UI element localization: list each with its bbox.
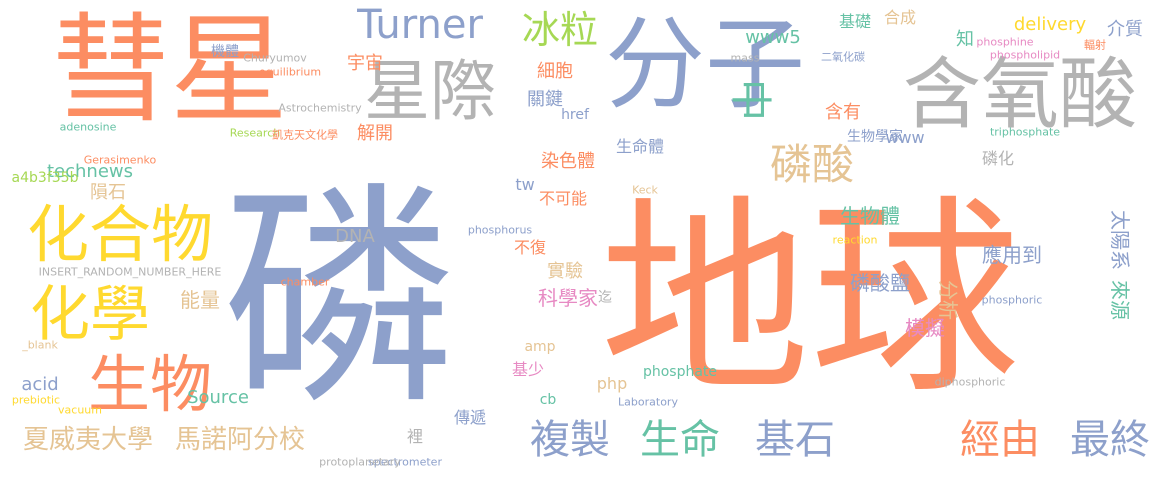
word: 宇宙 [347,53,383,74]
word: 不復 [513,238,547,257]
word: technews [46,161,134,182]
word: a4b3f35b [11,170,79,186]
word: 應用到 [982,243,1042,267]
word: acid [21,374,59,395]
word: 裡 [406,427,424,446]
word: 冰粒 [521,8,599,52]
word: 生命體 [615,137,665,156]
word: diphosphoric [934,375,1006,389]
word: 最終 [1070,417,1150,463]
word: href [561,107,589,123]
word: 隕石 [90,182,126,203]
word: amp [524,339,556,355]
word: phosphate [642,364,718,380]
word: Gerasimenko [83,153,157,167]
word: chamber [280,275,330,289]
word: 化學 [30,280,150,350]
word: 磷酸 [769,140,855,189]
word: 迄 [598,290,612,306]
word: 太陽系 [1108,210,1132,270]
word: 含氧酸 [902,50,1138,140]
word: phosphine [976,35,1034,49]
word: 能量 [180,288,220,312]
word: 生物學家 [847,129,903,145]
word: 二氧化碳 [821,50,865,64]
word: 合成 [883,8,917,27]
word: 磷化 [981,149,1015,168]
word: 夏威夷大學 [22,425,154,455]
word: 傳遞 [453,408,487,427]
word: 染色體 [541,151,595,172]
word: prebiotic [11,393,61,407]
word: www [885,128,925,147]
word: 輻射 [1084,38,1106,52]
word: 經由 [960,417,1040,463]
word: 機體 [211,44,239,60]
word: 中 [726,78,775,122]
word: 生命 [640,417,720,463]
word: 化合物 [26,198,214,271]
word: php [596,374,628,393]
word: phosphorus [467,223,533,237]
word: protoplanetary [319,455,401,469]
word: mass [730,51,760,65]
word: phosphoric [981,293,1043,307]
word: 星際 [364,53,496,130]
word: triphosphate [989,125,1061,139]
word: 模擬 [905,316,945,340]
word: 基礎 [838,12,872,31]
word: 基少 [511,360,545,379]
word: adenosine [59,120,117,134]
word: phospholipid [989,48,1061,62]
word: tw [515,175,535,194]
word: Churyumov [243,51,307,65]
word: 分子 [605,6,805,123]
word: 凱克天文化學 [272,128,338,142]
word: vacuum [58,403,102,417]
word: 細胞 [537,61,573,82]
word: 知 [956,29,974,50]
word: INSERT_RANDOM_NUMBER_HERE [38,265,222,279]
word: Turner [357,2,483,48]
word: Research [229,126,281,140]
word: reaction [832,233,878,247]
word: 關鍵 [527,89,563,110]
word: 生物體 [840,204,900,228]
word: 科學家 [538,286,598,310]
word: 磷酸鹽 [850,271,910,295]
word: 來源 [1108,280,1132,320]
word: spectrometer [368,455,442,469]
word: 馬諾阿分校 [174,425,306,455]
word: www5 [745,27,801,48]
word: delivery [1013,14,1087,35]
word: 不可能 [538,189,588,208]
word: 實驗 [547,261,583,282]
word: 複製 [530,417,610,463]
word: _blank [22,338,58,352]
word: Source [187,387,249,408]
word: 基石 [755,417,835,463]
word: 介質 [1107,19,1143,40]
word: Astrochemistry [278,101,362,115]
word: Laboratory [618,395,678,409]
word: 解開 [357,123,393,144]
word: 彗星 [51,1,289,139]
word: DNA [335,226,375,247]
word: 含有 [825,102,861,123]
word: 地球 [599,177,1021,422]
word: equilibrium [258,65,322,79]
word: 分析 [936,280,960,320]
word: 磷 [222,163,458,437]
word: 生物 [87,348,213,421]
word: cb [539,392,557,408]
word: Keck [632,183,658,197]
